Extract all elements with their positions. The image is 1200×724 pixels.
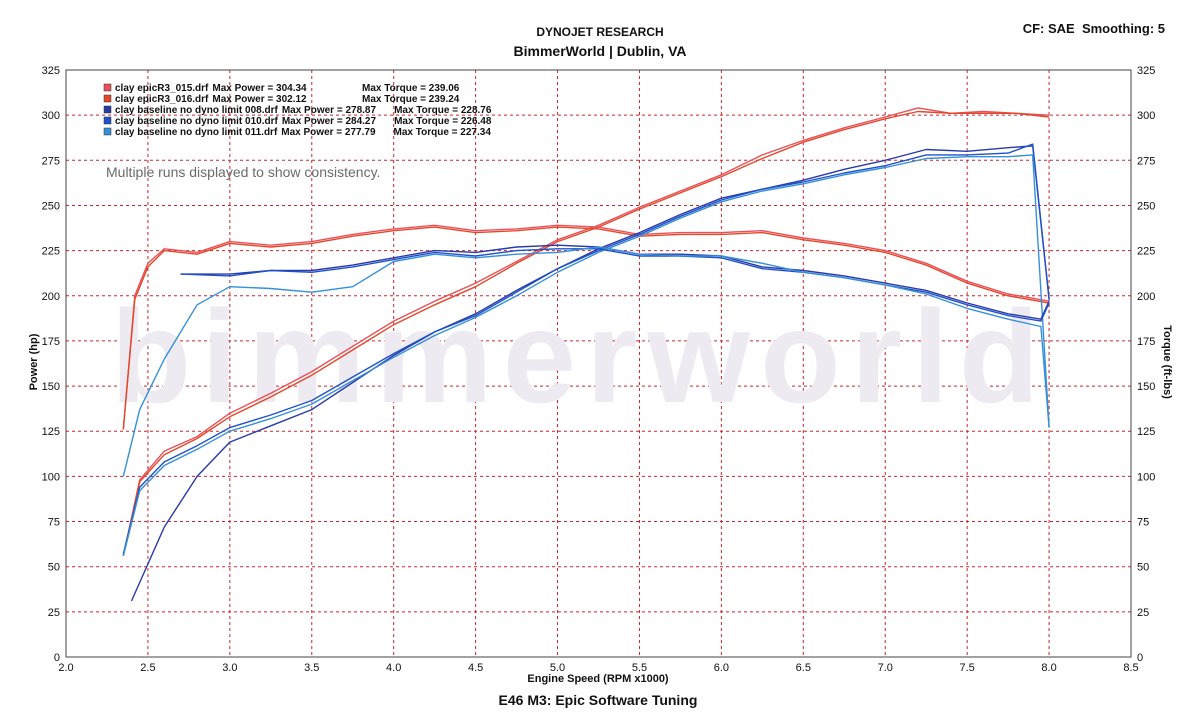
x-tick-label: 7.0 [878, 662, 893, 674]
legend-swatch [103, 83, 112, 92]
series-run010-torque [180, 248, 1050, 322]
y-tick-label: 175 [42, 336, 60, 348]
y2-tick-label: 150 [1137, 381, 1155, 393]
y-tick-label: 75 [48, 517, 60, 529]
legend-entry-file: clay baseline no dyno limit 011.drf [115, 127, 278, 138]
x-tick-label: 4.5 [468, 662, 483, 674]
y2-tick-label: 200 [1137, 291, 1155, 303]
legend-entry-power: Max Power = 277.79 [281, 127, 376, 138]
series-lines [122, 107, 1050, 602]
x-tick-label: 3.0 [222, 662, 237, 674]
x-tick-label: 4.0 [386, 662, 401, 674]
y2-tick-label: 300 [1137, 110, 1155, 122]
y-tick-label: 300 [42, 110, 60, 122]
y-tick-label: 225 [42, 246, 60, 258]
legend-entry-torque: Max Torque = 227.34 [394, 127, 492, 138]
y-tick-label: 250 [42, 200, 60, 212]
x-tick-label: 5.5 [632, 662, 647, 674]
legend-entry-power: Max Power = 284.27 [282, 116, 377, 127]
y-tick-label: 325 [42, 65, 60, 77]
series-run010-power [122, 143, 1050, 555]
axis-ticks: 0 0 25 25 50 50 75 75 100 100 125 125 150 150 175 175 20… [42, 65, 1156, 674]
y-axis-label: Power (hp) [28, 333, 40, 390]
series-run015-torque [122, 224, 1050, 430]
x-tick-label: 2.5 [140, 662, 155, 674]
footer-title: E46 M3: Epic Software Tuning [499, 692, 698, 708]
y2-tick-label: 25 [1137, 607, 1149, 619]
legend-entry-power: Max Power = 278.87 [282, 105, 377, 116]
y-tick-label: 0 [54, 652, 60, 664]
legend-entry-torque: Max Torque = 226.48 [394, 116, 492, 127]
legend-entry-file: clay baseline no dyno limit 008.drf [115, 105, 278, 116]
x-tick-label: 7.5 [960, 662, 975, 674]
x-tick-label: 8.5 [1123, 662, 1138, 674]
series-run011-power [122, 154, 1050, 557]
y-tick-label: 50 [48, 562, 60, 574]
x-tick-label: 5.0 [550, 662, 565, 674]
legend-entry-file: clay epicR3_016.drf [115, 94, 209, 105]
dyno-settings: CF: SAE Smoothing: 5 [1023, 21, 1165, 36]
y2-tick-label: 125 [1137, 426, 1155, 438]
legend-swatch [103, 94, 112, 103]
series-run011-torque [122, 246, 1050, 477]
legend-entry-torque: Max Torque = 239.06 [362, 83, 460, 94]
y-tick-label: 275 [42, 155, 60, 167]
header-line1: DYNOJET RESEARCH [536, 25, 663, 39]
legend-entry-file: clay epicR3_015.drf [115, 83, 209, 94]
legend-entry-torque: Max Torque = 239.24 [362, 94, 460, 105]
series-run016-torque [122, 226, 1050, 430]
legend-entry-power: Max Power = 304.34 [212, 83, 307, 94]
grid [65, 69, 1132, 658]
y2-tick-label: 175 [1137, 336, 1155, 348]
legend: clay epicR3_015.drf Max Power = 304.34 Max… [103, 83, 492, 138]
y-tick-label: 150 [42, 381, 60, 393]
watermark: bimmerworld [111, 283, 1050, 430]
y-tick-label: 100 [42, 471, 60, 483]
y2-tick-label: 250 [1137, 200, 1155, 212]
y-tick-label: 25 [48, 607, 60, 619]
x-tick-label: 6.5 [796, 662, 811, 674]
y2-tick-label: 0 [1137, 652, 1143, 664]
y-tick-label: 200 [42, 291, 60, 303]
series-run015-power [122, 107, 1050, 557]
legend-entry-power: Max Power = 302.12 [212, 94, 307, 105]
y2-axis-label: Torque (ft-lbs) [1161, 325, 1173, 399]
legend-swatch [103, 127, 112, 136]
y2-tick-label: 275 [1137, 155, 1155, 167]
series-run016-power [122, 110, 1050, 557]
legend-entry-torque: Max Torque = 228.76 [394, 105, 492, 116]
y2-tick-label: 100 [1137, 471, 1155, 483]
x-axis-label: Engine Speed (RPM x1000) [527, 673, 669, 685]
x-tick-label: 8.0 [1041, 662, 1056, 674]
legend-swatch [103, 116, 112, 125]
legend-entry-file: clay baseline no dyno limit 010.drf [115, 116, 278, 127]
plot-frame [65, 69, 1132, 658]
y2-tick-label: 325 [1137, 65, 1155, 77]
y2-tick-label: 50 [1137, 562, 1149, 574]
header-line2: BimmerWorld | Dublin, VA [514, 43, 687, 59]
consistency-note: Multiple runs displayed to show consiste… [106, 164, 380, 180]
x-tick-label: 3.5 [304, 662, 319, 674]
legend-swatch [103, 105, 112, 114]
y-tick-label: 125 [42, 426, 60, 438]
x-tick-label: 2.0 [58, 662, 73, 674]
y2-tick-label: 225 [1137, 246, 1155, 258]
y2-tick-label: 75 [1137, 517, 1149, 529]
x-tick-label: 6.0 [714, 662, 729, 674]
